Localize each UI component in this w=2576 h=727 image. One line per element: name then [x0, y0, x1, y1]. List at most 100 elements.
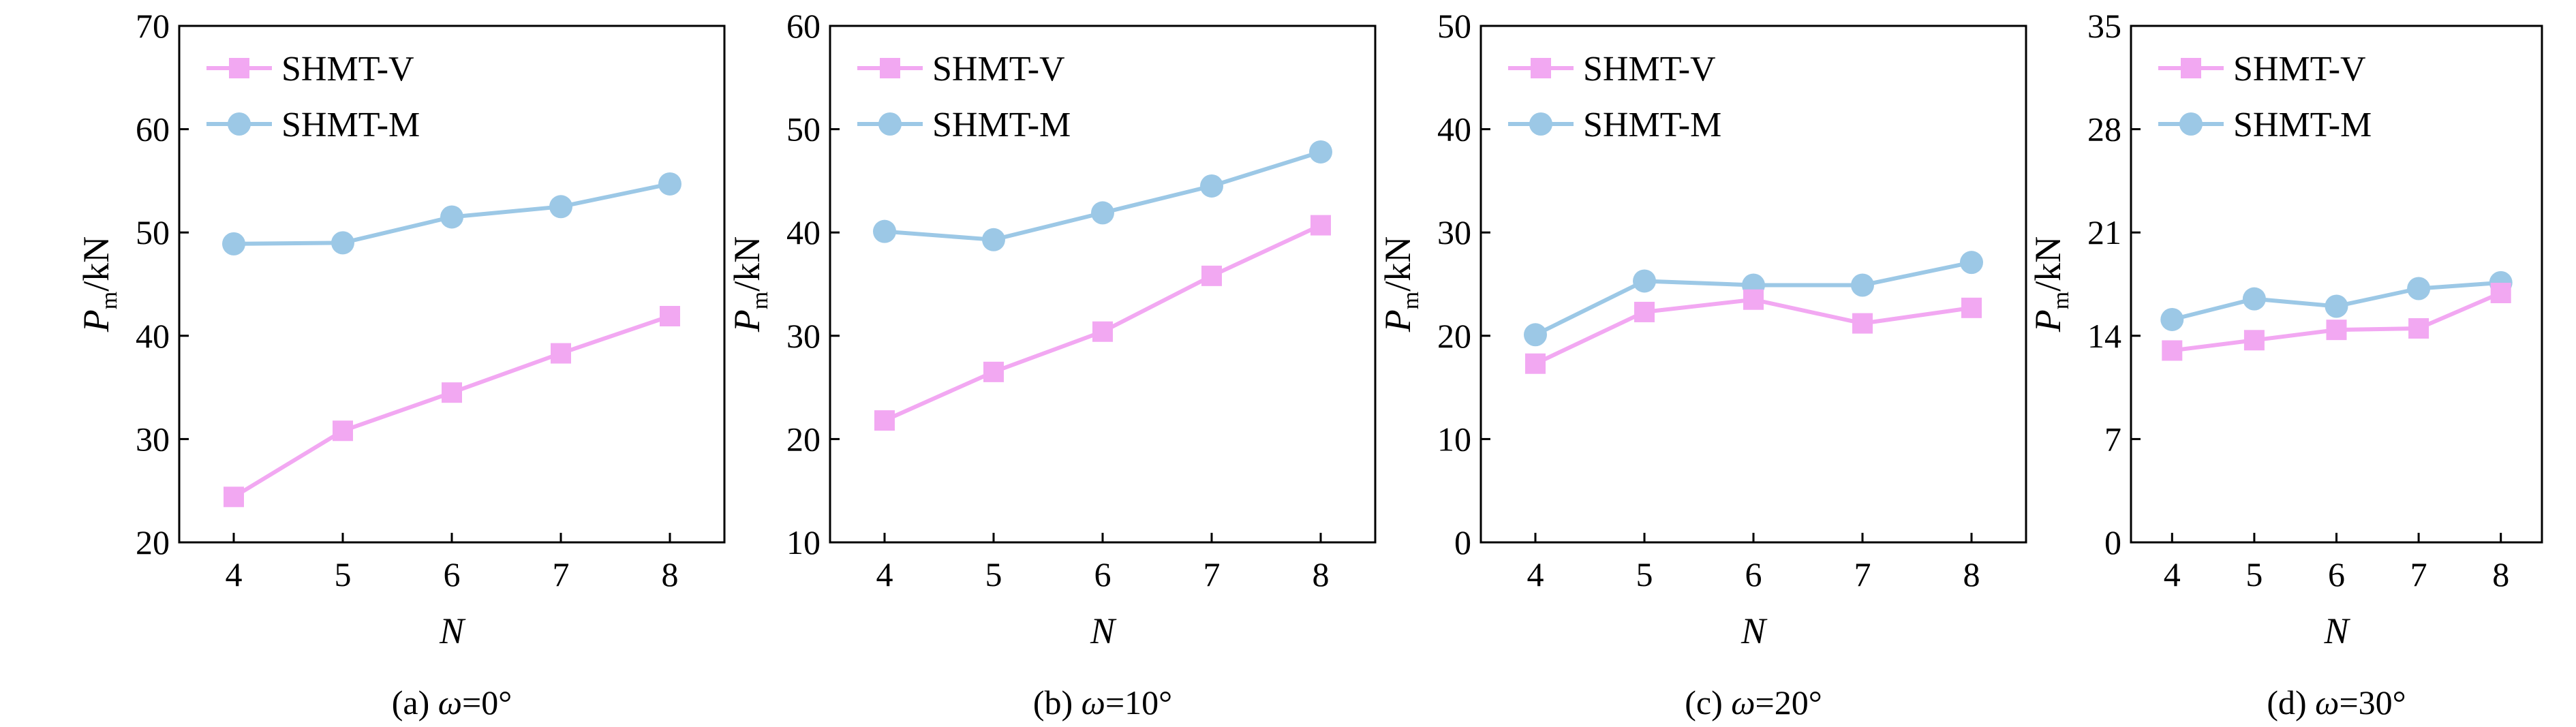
y-axis-label-unit: /kN: [76, 236, 117, 292]
legend-marker-square: [880, 58, 900, 78]
y-axis-label: Pm/kN: [1377, 236, 1424, 332]
y-tick-label: 30: [136, 420, 170, 458]
data-point-shmt-m: [1633, 269, 1656, 293]
y-tick-label: 10: [786, 523, 821, 561]
data-point-shmt-m: [2242, 287, 2266, 311]
data-point-shmt-v: [2326, 320, 2347, 341]
y-tick-label: 40: [1437, 110, 1471, 149]
y-axis-label: Pm/kN: [2027, 236, 2074, 332]
data-point-shmt-m: [2325, 294, 2348, 318]
y-axis-label-subscript: m: [2049, 292, 2074, 309]
chart-panel-4: 0 7 14 21 28 35 4 5 6 7 8 N Pm/kN SHMT-V SHMT-M (d) ω=3…: [2027, 7, 2543, 722]
x-tick-label: 8: [2492, 555, 2509, 593]
caption-prefix: (b): [1033, 683, 1082, 722]
caption-symbol: ω: [1082, 683, 1105, 722]
y-tick-label: 0: [2104, 523, 2121, 561]
legend-label: SHMT-M: [1583, 106, 1721, 144]
legend-marker-square: [229, 58, 249, 78]
data-point-shmt-m: [549, 195, 572, 219]
data-point-shmt-v: [1852, 313, 1873, 334]
caption-suffix: =10°: [1105, 683, 1172, 722]
legend-label: SHMT-V: [932, 50, 1065, 89]
caption-symbol: ω: [2315, 683, 2339, 722]
legend-label: SHMT-M: [281, 106, 420, 144]
x-tick-label: 4: [1527, 555, 1544, 593]
x-tick-label: 5: [335, 555, 352, 593]
y-tick-label: 60: [136, 110, 170, 149]
legend: SHMT-V SHMT-M: [857, 50, 1071, 144]
x-axis-label: N: [439, 610, 466, 651]
y-tick-label: 35: [2087, 7, 2121, 45]
caption-suffix: =30°: [2339, 683, 2406, 722]
data-point-shmt-m: [1309, 140, 1332, 164]
data-point-shmt-v: [660, 305, 680, 326]
data-point-shmt-v: [1310, 215, 1331, 236]
y-tick-label: 21: [2087, 213, 2121, 251]
y-tick-label: 20: [786, 420, 821, 458]
series-line-shmt-v: [232, 314, 671, 499]
data-point-shmt-v: [2162, 340, 2183, 361]
y-axis-label: Pm/kN: [726, 236, 773, 332]
chart-panel-1: 20 30 40 50 60 70 4 5 6 7 8 N Pm/kN SHMT-V SHMT-M (a) ω…: [76, 7, 726, 722]
data-point-shmt-v: [1092, 321, 1113, 342]
caption-suffix: =0°: [462, 683, 512, 722]
y-tick-label: 60: [786, 7, 821, 45]
data-point-shmt-m: [1200, 174, 1223, 198]
y-axis-label-subscript: m: [1398, 292, 1424, 309]
legend: SHMT-V SHMT-M: [206, 50, 420, 144]
data-point-shmt-m: [873, 219, 896, 243]
x-tick-label: 5: [1636, 555, 1653, 593]
y-tick-label: 14: [2087, 317, 2121, 355]
x-tick-label: 4: [2164, 555, 2181, 593]
y-axis-label-unit: /kN: [1377, 236, 1418, 292]
data-point-shmt-v: [333, 420, 353, 442]
data-point-shmt-v: [1961, 297, 1982, 318]
x-tick-label: 8: [1963, 555, 1980, 593]
x-tick-label: 4: [876, 555, 893, 593]
panel-caption: (c) ω=20°: [1685, 683, 1822, 722]
caption-prefix: (d): [2267, 683, 2315, 722]
caption-prefix: (a): [392, 683, 438, 722]
legend-marker-circle: [1529, 112, 1552, 136]
y-axis-label-subscript: m: [97, 292, 122, 309]
legend-marker-square: [2181, 58, 2201, 78]
x-tick-label: 7: [1854, 555, 1871, 593]
y-tick-label: 20: [1437, 317, 1471, 355]
y-tick-label: 0: [1454, 523, 1471, 561]
data-point-shmt-v: [1634, 301, 1655, 322]
data-point-shmt-v: [1743, 289, 1764, 310]
y-tick-label: 28: [2087, 110, 2121, 149]
y-tick-label: 40: [136, 317, 170, 355]
x-tick-label: 7: [553, 555, 570, 593]
y-tick-label: 50: [136, 213, 170, 251]
data-point-shmt-m: [1851, 273, 1874, 297]
legend: SHMT-V SHMT-M: [2158, 50, 2372, 144]
data-point-shmt-v: [224, 486, 244, 508]
data-point-shmt-v: [2408, 318, 2429, 339]
data-point-shmt-m: [2160, 307, 2184, 331]
legend: SHMT-V SHMT-M: [1508, 50, 1721, 144]
data-point-shmt-m: [1524, 323, 1547, 347]
legend-label: SHMT-M: [932, 106, 1071, 144]
y-tick-label: 20: [136, 523, 170, 561]
data-point-shmt-v: [2490, 282, 2511, 303]
caption-symbol: ω: [1731, 683, 1755, 722]
caption-prefix: (c): [1685, 683, 1731, 722]
data-point-shmt-v: [874, 410, 895, 431]
x-tick-label: 8: [1313, 555, 1330, 593]
x-tick-label: 6: [2328, 555, 2345, 593]
x-axis-label: N: [1090, 610, 1117, 651]
data-point-shmt-m: [982, 228, 1005, 251]
y-tick-label: 50: [1437, 7, 1471, 45]
y-axis-label-unit: /kN: [2027, 236, 2068, 292]
y-axis-label-unit: /kN: [726, 236, 767, 292]
x-tick-label: 4: [226, 555, 243, 593]
y-axis-label-symbol: P: [2027, 309, 2068, 332]
legend-label: SHMT-V: [1583, 50, 1716, 89]
data-point-shmt-v: [2243, 330, 2265, 351]
legend-marker-square: [1531, 58, 1551, 78]
legend-label: SHMT-M: [2233, 106, 2372, 144]
x-tick-label: 5: [985, 555, 1002, 593]
y-tick-label: 50: [786, 110, 821, 149]
